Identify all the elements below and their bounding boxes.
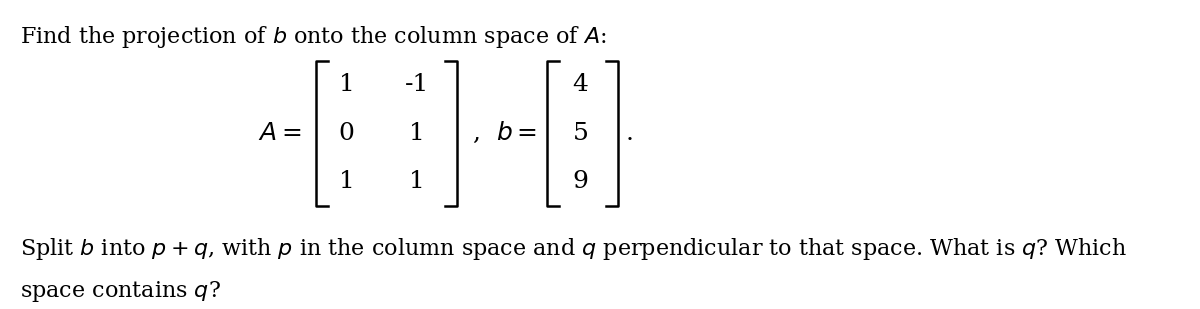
Text: 5: 5 — [572, 122, 588, 145]
Text: 0: 0 — [338, 122, 354, 145]
Text: 4: 4 — [572, 73, 588, 96]
Text: 9: 9 — [572, 170, 588, 193]
Text: 1: 1 — [409, 122, 425, 145]
Text: 1: 1 — [338, 170, 354, 193]
Text: space contains $q$?: space contains $q$? — [20, 279, 221, 304]
Text: .: . — [625, 122, 634, 145]
Text: $A=$: $A=$ — [258, 122, 301, 145]
Text: ,: , — [472, 122, 480, 145]
Text: 1: 1 — [338, 73, 354, 96]
Text: Find the projection of $b$ onto the column space of $A$:: Find the projection of $b$ onto the colu… — [20, 24, 607, 50]
Text: -1: -1 — [404, 73, 428, 96]
Text: 1: 1 — [409, 170, 425, 193]
Text: Split $b$ into $p+q$, with $p$ in the column space and $q$ perpendicular to that: Split $b$ into $p+q$, with $p$ in the co… — [20, 236, 1127, 262]
Text: $b=$: $b=$ — [497, 122, 538, 145]
